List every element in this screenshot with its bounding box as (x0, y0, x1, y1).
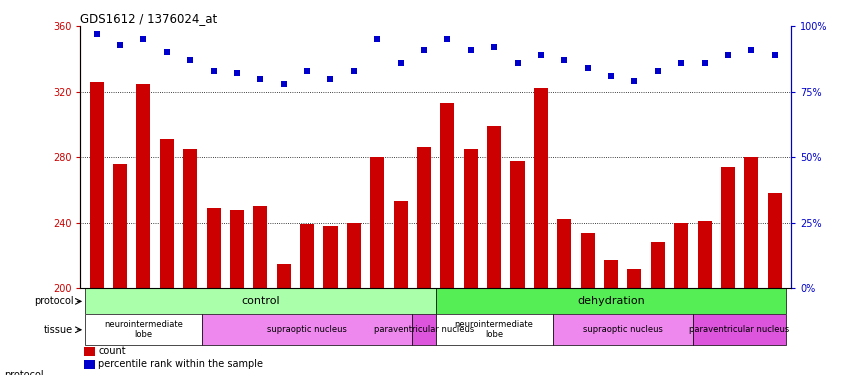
Point (464, 47, 477, 53)
Text: dehydration: dehydration (577, 296, 645, 306)
Point (394, 60, 408, 66)
Bar (674, 223, 688, 375)
Bar (412, 315, 436, 345)
Bar (510, 160, 525, 375)
Bar (744, 157, 758, 375)
Bar (464, 149, 478, 375)
Bar (113, 164, 127, 375)
Bar (160, 139, 174, 375)
Bar (441, 103, 454, 375)
Bar (604, 260, 618, 375)
Point (184, 57, 197, 63)
Point (651, 68, 664, 74)
Point (558, 57, 571, 63)
Bar (558, 219, 571, 375)
Text: paraventricular nucleus: paraventricular nucleus (689, 325, 789, 334)
Bar (277, 264, 291, 375)
Text: paraventricular nucleus: paraventricular nucleus (374, 325, 474, 334)
Point (113, 42, 127, 48)
Bar (202, 315, 412, 345)
Bar (90, 82, 104, 375)
Bar (323, 226, 338, 375)
Point (324, 76, 338, 82)
Point (90, 31, 103, 37)
Point (628, 78, 641, 84)
Point (744, 47, 758, 53)
Bar (253, 206, 267, 375)
Point (160, 50, 173, 55)
Bar (417, 147, 431, 375)
Text: protocol: protocol (4, 370, 44, 375)
Text: neurointermediate
lobe: neurointermediate lobe (454, 320, 534, 339)
Bar (85, 288, 436, 315)
Point (487, 44, 501, 50)
Point (206, 68, 220, 74)
Text: neurointermediate
lobe: neurointermediate lobe (104, 320, 183, 339)
Text: GDS1612 / 1376024_at: GDS1612 / 1376024_at (80, 12, 217, 25)
Bar (393, 201, 408, 375)
Point (721, 52, 734, 58)
Text: tissue: tissue (44, 325, 74, 335)
Bar (136, 84, 151, 375)
Bar (487, 126, 501, 375)
Point (441, 36, 454, 42)
Text: supraoptic nucleus: supraoptic nucleus (583, 325, 662, 334)
Text: supraoptic nucleus: supraoptic nucleus (267, 325, 347, 334)
Bar (651, 242, 665, 375)
Bar (300, 224, 314, 375)
Bar (628, 268, 641, 375)
Text: protocol: protocol (34, 296, 74, 306)
Bar (697, 221, 711, 375)
Point (277, 81, 290, 87)
Point (534, 52, 547, 58)
Point (371, 36, 384, 42)
Bar (184, 149, 197, 375)
Point (581, 65, 595, 71)
Bar (230, 210, 244, 375)
Point (254, 76, 267, 82)
Bar (552, 315, 693, 345)
Point (698, 60, 711, 66)
Text: percentile rank within the sample: percentile rank within the sample (98, 359, 263, 369)
Bar (534, 88, 548, 375)
Bar (767, 193, 782, 375)
Point (347, 68, 360, 74)
Point (768, 52, 782, 58)
Point (417, 47, 431, 53)
Bar (347, 223, 361, 375)
Bar (371, 157, 384, 375)
Bar (436, 315, 552, 345)
Point (674, 60, 688, 66)
Bar (84, 347, 95, 356)
Bar (436, 288, 786, 315)
Point (300, 68, 314, 74)
Bar (580, 232, 595, 375)
Bar (85, 315, 202, 345)
Point (230, 70, 244, 76)
Point (604, 73, 618, 79)
Point (511, 60, 525, 66)
Bar (693, 315, 786, 345)
Bar (84, 360, 95, 369)
Bar (721, 167, 735, 375)
Text: control: control (241, 296, 280, 306)
Bar (206, 208, 221, 375)
Text: count: count (98, 346, 126, 356)
Point (137, 36, 151, 42)
